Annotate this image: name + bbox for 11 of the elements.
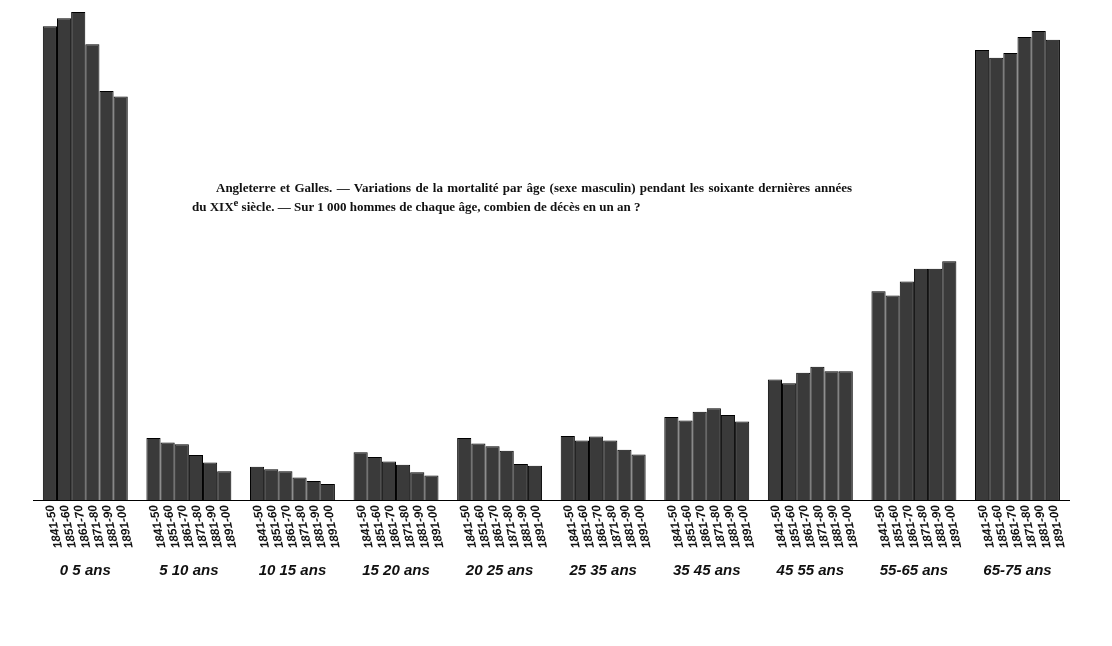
x-tick-label: 55-65 ans bbox=[879, 561, 949, 579]
x-tick-label: 5 10 ans bbox=[159, 561, 219, 579]
x-tick-label: 45 55 ans bbox=[775, 561, 845, 579]
x-tick-label: 10 15 ans bbox=[258, 561, 327, 579]
x-tick-label: 65-75 ans bbox=[983, 561, 1052, 579]
text: Angleterre et Galles. — Variations de la mortalité par âge (sexe masculin) pendant les soixante dernières années du XIX$^{e}$ siècle. — Sur 1 000 hommes de chaque âge, combien de décès en un an ? bbox=[192, 180, 852, 215]
x-tick-label: 15 20 ans bbox=[362, 561, 430, 579]
x-tick-label: 35 45 ans bbox=[672, 561, 741, 579]
x-tick-label: 0 5 ans bbox=[59, 561, 111, 579]
x-tick-label: 25 35 ans bbox=[568, 561, 637, 579]
x-tick-label: 20 25 ans bbox=[464, 561, 534, 579]
